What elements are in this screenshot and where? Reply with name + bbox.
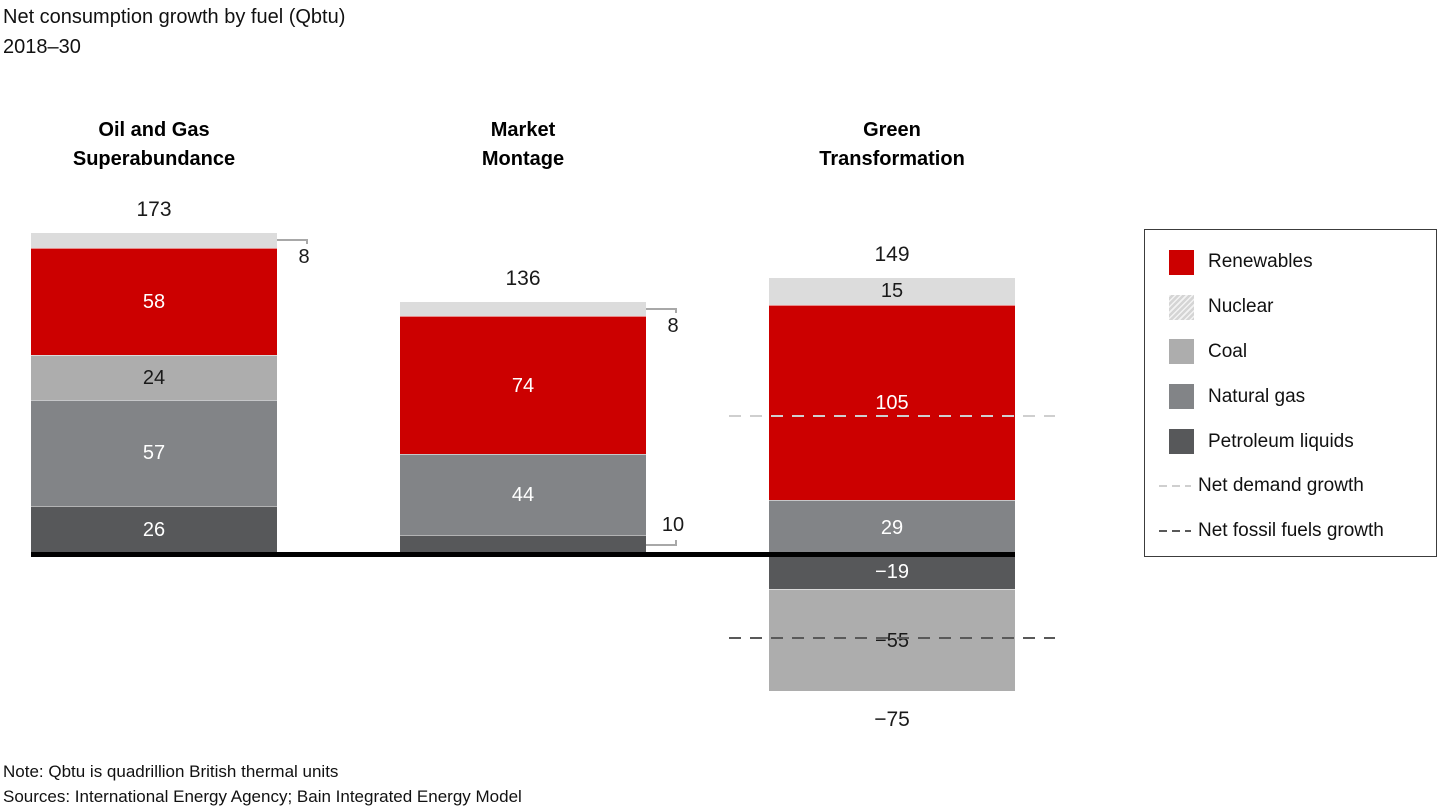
callout-value-label: 10 [661,513,685,536]
legend: Renewables Nuclear Coal Natural gas Petroleu… [1144,229,1437,557]
segment-value-label: 44 [511,484,535,507]
bar-total-label: 136 [505,266,541,290]
callout-value-label: 8 [667,315,679,338]
legend-dash-swatch [1159,530,1191,533]
segment-value-label: −55 [875,629,909,652]
chart-title: Net consumption growth by fuel (Qbtu) 20… [3,2,345,62]
bar-segment-renewables: 105 [769,305,1015,501]
bar-header-line: Oil and Gas [98,119,210,141]
callout-line [646,543,677,546]
bar-segment-coal-negative: −55 [769,589,1015,692]
segment-value-label: 105 [875,392,909,415]
bar-segment-natural-gas: 57 [31,399,277,506]
legend-item-coal: Coal [1169,330,1436,375]
segment-value-label: 24 [142,367,166,390]
bar-header-green-transformation: Green Transformation [732,116,1052,174]
legend-item-net-fossil-fuels-growth: Net fossil fuels growth [1159,509,1436,554]
bar-segment-nuclear: 15 [769,277,1015,306]
legend-dash-swatch [1159,485,1191,488]
reference-line-net-fossil-fuels-growth [729,637,1055,640]
bar-negative-total-label: −75 [874,708,910,732]
bar-header-line: Market [490,119,556,141]
segment-value-label: 57 [142,442,166,465]
legend-item-label: Net demand growth [1198,475,1364,497]
bar-header-line: Green [863,119,921,141]
segment-value-label: 74 [511,374,535,397]
callout-value-label: 8 [298,246,310,269]
chart-title-line1: Net consumption growth by fuel (Qbtu) [3,6,346,28]
bar-segment-petroleum-liquids-negative: −19 [769,554,1015,590]
chart-footnote: Note: Qbtu is quadrillion British therma… [3,759,522,809]
legend-item-net-demand-growth: Net demand growth [1159,464,1436,509]
bar-segment-renewables: 74 [400,316,646,454]
legend-item-petroleum-liquids: Petroleum liquids [1169,419,1436,464]
callout-tick [306,239,308,245]
segment-value-label: −19 [875,561,909,584]
legend-item-nuclear: Nuclear [1169,285,1436,330]
bar-segment-nuclear [31,232,277,248]
callout-line [277,239,308,242]
bar-header-market-montage: Market Montage [363,116,683,174]
legend-color-swatch [1169,339,1194,365]
footnote-sources-line: Sources: International Energy Agency; Ba… [3,787,522,806]
legend-item-label: Net fossil fuels growth [1198,520,1384,542]
legend-color-swatch [1169,249,1194,275]
bar-header-line: Transformation [819,148,965,170]
legend-item-label: Nuclear [1208,296,1274,318]
callout-tick [675,308,677,314]
legend-color-swatch [1169,429,1194,455]
footnote-note-line: Note: Qbtu is quadrillion British therma… [3,762,339,781]
segment-value-label: 26 [142,519,166,542]
bar-segment-nuclear [400,301,646,317]
bar-header-line: Superabundance [72,148,236,170]
bar-header-oil-and-gas-superabundance: Oil and Gas Superabundance [0,116,314,174]
zero-axis-line [31,551,1015,557]
bar-segment-natural-gas: 44 [400,453,646,536]
bar-total-label: 173 [136,197,172,221]
legend-item-label: Petroleum liquids [1208,430,1354,452]
segment-value-label: 15 [880,280,904,303]
segment-value-label: 58 [142,291,166,314]
bar-segment-coal: 24 [31,355,277,400]
bar-header-line: Montage [481,148,565,170]
chart-title-line2: 2018–30 [3,36,81,58]
legend-item-label: Renewables [1208,251,1313,273]
legend-item-renewables: Renewables [1169,240,1436,285]
legend-item-natural-gas: Natural gas [1169,374,1436,419]
bar-segment-natural-gas: 29 [769,500,1015,554]
bar-segment-petroleum-liquids: 26 [31,505,277,554]
legend-color-swatch [1169,384,1194,410]
callout-line [646,308,677,311]
legend-item-label: Natural gas [1208,385,1306,407]
callout-tick [675,539,677,545]
bar-segment-petroleum-liquids [400,535,646,554]
reference-line-net-demand-growth [729,414,1055,417]
legend-color-swatch [1169,294,1194,320]
legend-item-label: Coal [1208,340,1248,362]
segment-value-label: 29 [880,516,904,539]
bar-segment-renewables: 58 [31,247,277,356]
bar-total-label: 149 [874,242,910,266]
